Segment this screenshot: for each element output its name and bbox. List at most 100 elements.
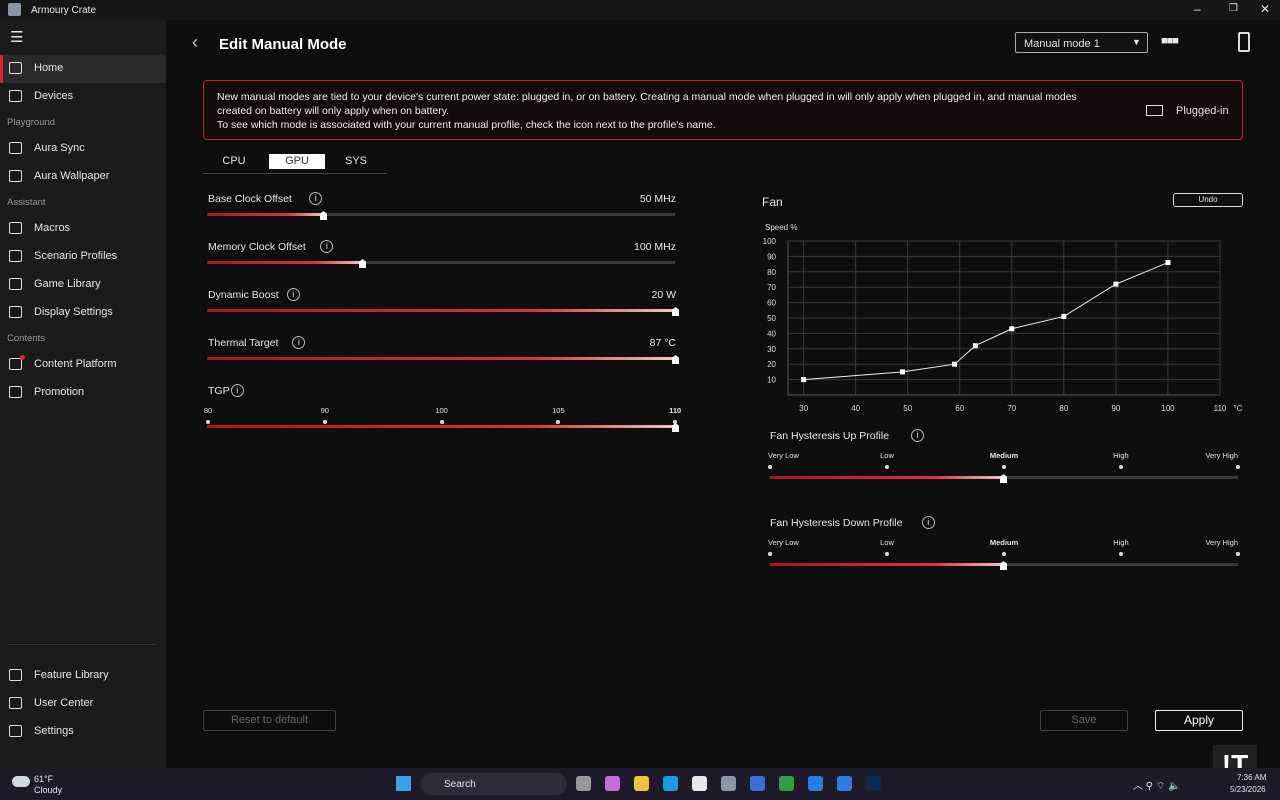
nav-item[interactable]: Feature Library xyxy=(34,669,109,681)
slider-label: Memory Clock Offset xyxy=(208,241,306,253)
slider-knob[interactable] xyxy=(672,423,679,432)
nav-item[interactable]: Devices xyxy=(34,90,74,102)
save-button[interactable]: Save xyxy=(1040,710,1128,731)
hysteresis-knob[interactable] xyxy=(1000,474,1007,483)
fan-title: Fan xyxy=(762,195,783,209)
nav-icon xyxy=(9,62,22,74)
x-tick-label: 100 xyxy=(1161,404,1175,413)
curve-point[interactable] xyxy=(1113,281,1119,287)
level-dot xyxy=(1002,465,1006,469)
curve-point[interactable] xyxy=(1061,313,1067,319)
nav-item[interactable]: Display Settings xyxy=(34,306,113,318)
y-tick-label: 60 xyxy=(767,299,776,308)
level-dot xyxy=(885,552,889,556)
reset-button[interactable]: Reset to default xyxy=(203,710,336,731)
nav-item[interactable]: Aura Wallpaper xyxy=(34,170,110,182)
restore[interactable]: ❐ xyxy=(1229,3,1238,14)
nav-item[interactable]: Promotion xyxy=(34,386,85,398)
curve-point[interactable] xyxy=(972,343,978,349)
slider-knob[interactable] xyxy=(359,259,366,268)
info-icon: i xyxy=(230,384,244,397)
nav-item[interactable]: Home xyxy=(34,62,64,74)
nav-item[interactable]: Aura Sync xyxy=(34,142,85,154)
close[interactable]: ✕ xyxy=(1260,2,1271,16)
app-icon[interactable] xyxy=(576,776,591,791)
nav-item[interactable]: Scenario Profiles xyxy=(34,250,118,262)
nav-item[interactable]: Settings xyxy=(34,725,74,737)
mode-dropdown[interactable]: Manual mode 1 ▼ xyxy=(1015,32,1148,53)
tgp-tick-dot xyxy=(673,420,678,424)
dropdown-arrow: ▼ xyxy=(1132,37,1141,47)
undo-button[interactable]: Undo xyxy=(1173,193,1243,207)
y-tick-label: 100 xyxy=(763,237,777,246)
level-dot xyxy=(1002,552,1006,556)
apply-button[interactable]: Apply xyxy=(1155,710,1243,731)
tab[interactable]: SYS xyxy=(344,155,367,167)
y-tick-label: 80 xyxy=(767,268,776,277)
slider-label: Dynamic Boost xyxy=(208,289,279,301)
app-icon[interactable] xyxy=(779,776,794,791)
sidebar: ☰ Home Devices Playground Aura Sync Aura Wal… xyxy=(0,20,166,768)
y-tick-label: 10 xyxy=(767,376,776,385)
app-icon[interactable] xyxy=(721,776,736,791)
slider-knob[interactable] xyxy=(672,307,679,316)
app-icon[interactable] xyxy=(605,776,620,791)
nav-item[interactable]: Game Library xyxy=(34,278,101,290)
slider-fill xyxy=(207,213,323,216)
level-label: Very High xyxy=(1205,538,1238,547)
tab[interactable]: GPU xyxy=(265,154,325,169)
x-tick-label: 30 xyxy=(799,404,808,413)
slider-knob[interactable] xyxy=(672,355,679,364)
app-icon[interactable] xyxy=(634,776,649,791)
divider xyxy=(8,644,156,645)
level-dot xyxy=(885,465,889,469)
slider-label: Thermal Target xyxy=(208,337,279,349)
curve-point[interactable] xyxy=(1165,260,1171,266)
curve-point[interactable] xyxy=(801,377,807,383)
info-icon: i xyxy=(911,429,924,442)
app-icon[interactable] xyxy=(750,776,765,791)
slider-fill xyxy=(207,309,675,312)
nav-icon xyxy=(9,90,22,102)
start-button[interactable] xyxy=(396,776,411,791)
curve-point[interactable] xyxy=(1009,326,1015,332)
nav-item[interactable]: User Center xyxy=(34,697,94,709)
level-label: Low xyxy=(880,451,894,460)
slider-fill xyxy=(207,357,675,360)
app-icon[interactable] xyxy=(663,776,678,791)
y-tick-label: 30 xyxy=(767,345,776,354)
search-box[interactable]: Search xyxy=(421,773,567,795)
level-label: High xyxy=(1113,451,1129,460)
hysteresis-knob[interactable] xyxy=(1000,561,1007,570)
app-icon[interactable] xyxy=(692,776,707,791)
app-icon xyxy=(8,3,21,16)
tgp-tick-dot xyxy=(206,420,210,424)
tgp-tick-dot xyxy=(322,420,327,424)
slider-value: 50 MHz xyxy=(639,193,676,205)
curve-point[interactable] xyxy=(900,369,906,375)
fan-curve xyxy=(803,262,1169,381)
tab[interactable]: CPU xyxy=(222,155,246,167)
nav-icon xyxy=(9,697,22,709)
temperature: 61°F xyxy=(34,774,54,784)
app-icon[interactable] xyxy=(837,776,852,791)
curve-point[interactable] xyxy=(952,361,958,367)
y-axis-label: Speed % xyxy=(765,223,797,232)
nav-item[interactable]: Content Platform xyxy=(34,358,117,370)
tgp-tick-label: 105 xyxy=(552,406,565,415)
x-tick-label: 40 xyxy=(851,404,860,413)
minimize[interactable]: – xyxy=(1194,2,1201,16)
menu-button[interactable]: ☰ xyxy=(10,29,24,46)
slider-knob[interactable] xyxy=(320,211,327,220)
section-header: Playground xyxy=(7,117,56,128)
app-icon[interactable] xyxy=(866,776,881,791)
back-button[interactable]: ‹ xyxy=(192,32,198,52)
x-tick-label: 80 xyxy=(1059,404,1068,413)
section-header: Contents xyxy=(7,333,46,344)
nav-item[interactable]: Macros xyxy=(34,222,71,234)
app-icon[interactable] xyxy=(808,776,823,791)
slider-value: 20 W xyxy=(651,289,676,301)
info-icon: i xyxy=(320,240,334,253)
level-dot xyxy=(768,552,772,556)
more-button[interactable]: ■■■ xyxy=(1161,35,1179,47)
